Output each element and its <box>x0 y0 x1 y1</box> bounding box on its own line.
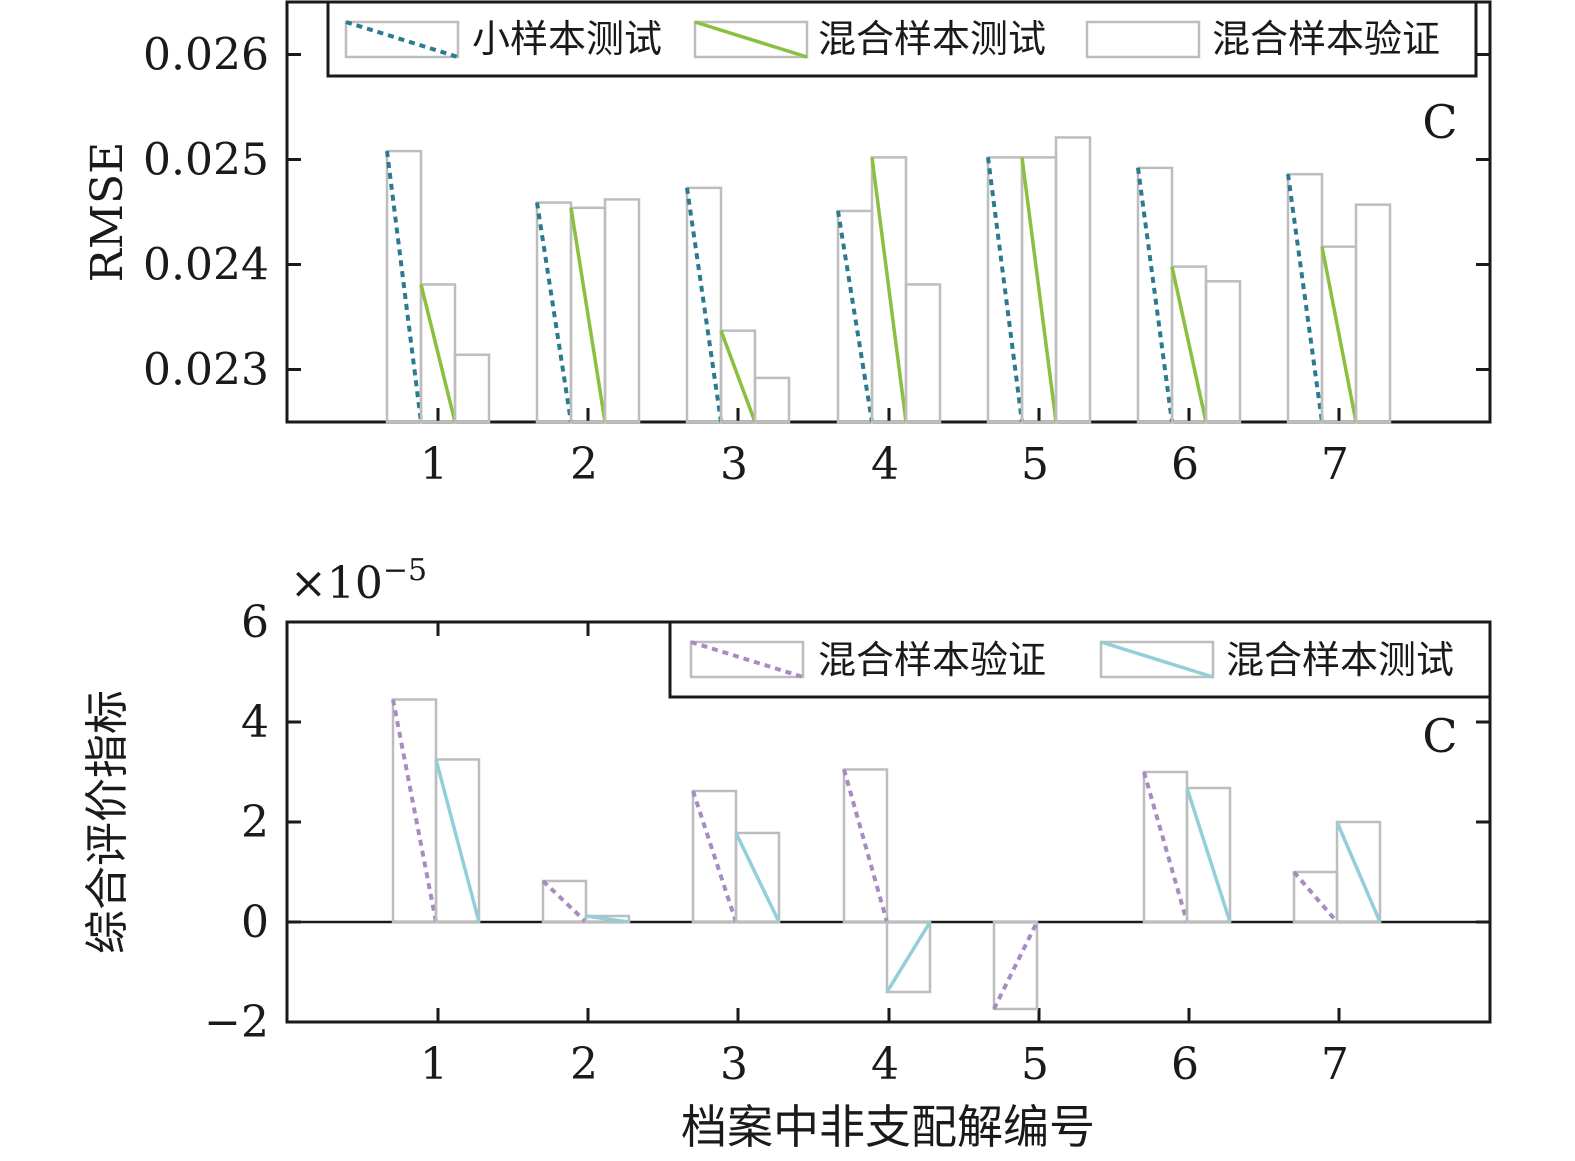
rmse-bar <box>603 198 641 424</box>
rmse-bar <box>1204 280 1242 424</box>
composite-legend-box <box>668 620 1492 699</box>
composite-series-line <box>1292 870 1339 924</box>
rmse-legend-label: 混合样本测试 <box>818 17 1046 61</box>
rmse-bar <box>753 376 791 424</box>
composite-xtick-label: 2 <box>570 1039 598 1090</box>
rmse-xtick-label: 3 <box>720 439 748 490</box>
composite-ytick-label: 6 <box>241 597 269 648</box>
rmse-xtick-label: 2 <box>570 439 598 490</box>
rmse-legend-box <box>326 0 1478 78</box>
composite-bar <box>541 879 588 924</box>
rmse-series-line <box>1286 173 1324 423</box>
rmse-series-line <box>1320 246 1358 423</box>
composite-legend-label: 混合样本验证 <box>818 638 1046 682</box>
rmse-legend-line <box>694 20 808 59</box>
composite-axis-label: 综合评价指标 <box>82 690 133 954</box>
composite-bar <box>584 914 631 924</box>
rmse-ytick-label: 0.023 <box>143 345 269 396</box>
composite-series-line <box>434 759 481 923</box>
composite-series-line <box>585 914 630 924</box>
rmse-axis-label: RMSE <box>82 142 133 282</box>
rmse-xtick-label: 4 <box>871 439 899 490</box>
composite-legend-label: 混合样本测试 <box>1226 638 1454 682</box>
x-axis-label: 档案中非支配解编号 <box>681 1100 1095 1154</box>
rmse-ytick-label: 0.025 <box>143 135 269 186</box>
rmse-series-line <box>385 150 423 423</box>
rmse-legend-swatch <box>1085 20 1201 59</box>
rmse-ytick-label: 0.026 <box>143 30 269 81</box>
rmse-series-line <box>836 210 874 423</box>
rmse-bar <box>685 186 723 424</box>
rmse-series-line <box>535 202 573 423</box>
composite-series-line <box>1185 787 1232 923</box>
composite-bar <box>992 920 1039 1011</box>
composite-ytick-label: 4 <box>241 697 269 748</box>
composite-legend-line <box>1100 640 1214 679</box>
composite-xtick-label: 6 <box>1171 1039 1199 1090</box>
composite-ytick-label: 2 <box>241 797 269 848</box>
composite-legend-swatch <box>1099 640 1215 679</box>
rmse-panel: 0.023 0.024 0.025 0.026 1 2 3 4 5 6 7 小样本测试 混合样本测试 混合… <box>143 0 1492 490</box>
rmse-series-line <box>1020 157 1058 423</box>
bottom-panel-letter: C <box>1422 709 1457 763</box>
composite-legend-line <box>690 640 804 679</box>
rmse-legend-swatch <box>344 20 460 59</box>
rmse-legend-line <box>345 20 459 59</box>
y-multiplier-exponent: −5 <box>383 553 427 588</box>
rmse-series-line <box>719 330 757 423</box>
rmse-series-line <box>569 207 607 423</box>
rmse-legend-label: 小样本测试 <box>472 17 662 61</box>
rmse-xtick-label: 5 <box>1021 439 1049 490</box>
rmse-bar <box>904 283 942 424</box>
rmse-ytick-label: 0.024 <box>143 240 269 291</box>
composite-series-line <box>1335 821 1382 923</box>
rmse-bar <box>1054 136 1092 424</box>
rmse-series-line <box>986 157 1024 423</box>
composite-series-line <box>541 879 588 924</box>
composite-index-panel: −2 0 2 4 6 1 2 3 4 5 6 7 混合样本验证 混合样本测试 <box>204 597 1492 1090</box>
composite-xtick-label: 1 <box>420 1039 448 1090</box>
y-multiplier: ×10−5 <box>290 553 427 609</box>
rmse-series-line <box>419 284 457 423</box>
rmse-bar <box>453 353 491 424</box>
rmse-legend: 小样本测试 混合样本测试 混合样本验证 <box>326 0 1478 78</box>
composite-xtick-label: 4 <box>871 1039 899 1090</box>
rmse-xtick-label: 7 <box>1321 439 1349 490</box>
composite-xtick-label: 3 <box>720 1039 748 1090</box>
rmse-legend-label: 混合样本验证 <box>1212 17 1440 61</box>
rmse-series-line <box>685 187 723 423</box>
composite-ytick-label: 0 <box>241 897 269 948</box>
rmse-bar <box>419 283 457 424</box>
composite-bar <box>1335 820 1382 924</box>
composite-series-line <box>1142 771 1189 923</box>
composite-ytick-label: −2 <box>204 997 269 1048</box>
composite-series-line <box>842 768 889 923</box>
composite-bar <box>842 768 889 924</box>
rmse-series-line <box>1136 167 1174 423</box>
composite-xtick-label: 7 <box>1321 1039 1349 1090</box>
composite-bar <box>734 831 781 924</box>
composite-series-line <box>992 921 1039 1010</box>
composite-series-line <box>391 699 438 923</box>
composite-series-line <box>691 790 738 923</box>
composite-legend-swatch <box>689 640 805 679</box>
composite-legend: 混合样本验证 混合样本测试 <box>668 620 1492 699</box>
rmse-legend-swatch <box>693 20 809 59</box>
rmse-series-line <box>870 157 908 423</box>
composite-series-line <box>734 832 781 923</box>
composite-series-line <box>885 921 932 993</box>
composite-bar <box>434 758 481 924</box>
rmse-xtick-label: 6 <box>1171 439 1199 490</box>
rmse-series-line <box>1170 266 1208 423</box>
rmse-xtick-label: 1 <box>420 439 448 490</box>
rmse-bar <box>1354 203 1392 424</box>
composite-xtick-label: 5 <box>1021 1039 1049 1090</box>
composite-bar <box>885 920 932 994</box>
rmse-bar <box>719 329 757 424</box>
top-panel-letter: C <box>1422 95 1457 149</box>
composite-bar <box>1185 786 1232 924</box>
